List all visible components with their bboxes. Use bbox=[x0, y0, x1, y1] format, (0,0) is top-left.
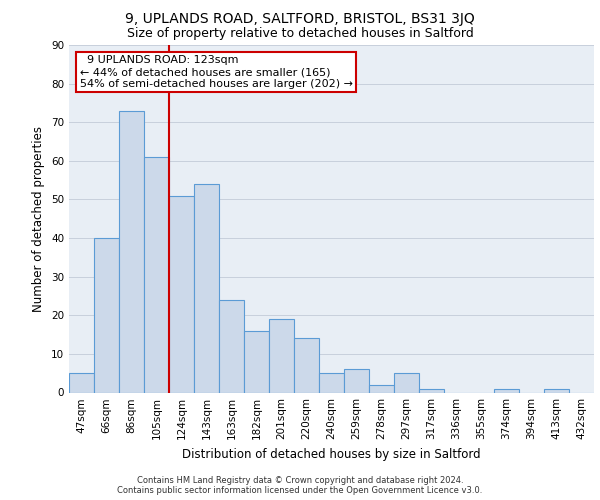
Bar bbox=[544, 388, 569, 392]
Bar bbox=[194, 184, 219, 392]
Bar bbox=[119, 110, 144, 392]
Bar bbox=[494, 388, 519, 392]
Bar bbox=[94, 238, 119, 392]
Bar bbox=[419, 388, 444, 392]
X-axis label: Distribution of detached houses by size in Saltford: Distribution of detached houses by size … bbox=[182, 448, 481, 461]
Y-axis label: Number of detached properties: Number of detached properties bbox=[32, 126, 46, 312]
Bar bbox=[219, 300, 244, 392]
Bar bbox=[244, 330, 269, 392]
Text: Size of property relative to detached houses in Saltford: Size of property relative to detached ho… bbox=[127, 28, 473, 40]
Bar bbox=[294, 338, 319, 392]
Text: 9 UPLANDS ROAD: 123sqm  
← 44% of detached houses are smaller (165)
54% of semi-: 9 UPLANDS ROAD: 123sqm ← 44% of detached… bbox=[79, 56, 353, 88]
Bar bbox=[69, 373, 94, 392]
Bar bbox=[144, 157, 169, 392]
Text: Contains HM Land Registry data © Crown copyright and database right 2024.
Contai: Contains HM Land Registry data © Crown c… bbox=[118, 476, 482, 495]
Bar bbox=[269, 319, 294, 392]
Text: 9, UPLANDS ROAD, SALTFORD, BRISTOL, BS31 3JQ: 9, UPLANDS ROAD, SALTFORD, BRISTOL, BS31… bbox=[125, 12, 475, 26]
Bar bbox=[369, 385, 394, 392]
Bar bbox=[319, 373, 344, 392]
Bar bbox=[394, 373, 419, 392]
Bar bbox=[169, 196, 194, 392]
Bar bbox=[344, 370, 369, 392]
